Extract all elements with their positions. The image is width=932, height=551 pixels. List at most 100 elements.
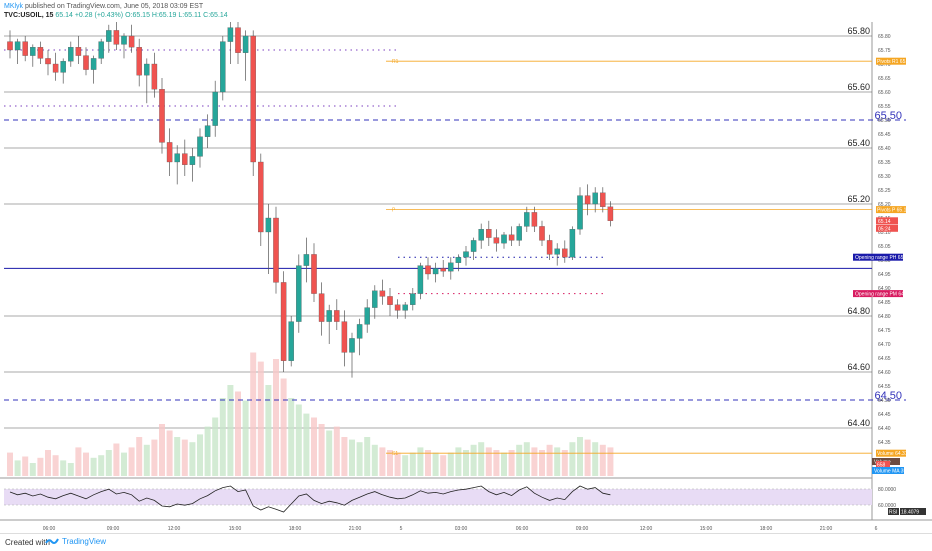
volume-ma-tag [872,467,904,474]
candle-body [600,192,606,207]
candle-body [98,41,104,59]
volume-bar [288,398,295,476]
publisher-name[interactable]: MKlyk [4,3,24,10]
time-tick-label: 12:00 [168,526,181,532]
candle-body [144,63,150,76]
axis-tick-label: 64.65 [878,356,891,362]
candle-body [75,47,82,56]
candle-body [242,35,249,53]
volume-value-text: 658 [877,463,886,469]
bar-time-text: 05:24 [878,226,891,232]
volume-bar [227,385,234,476]
candle-body [569,229,576,258]
volume-bar [394,452,401,476]
publish-info: MKlyk published on TradingView.com, June… [4,3,203,10]
tradingview-logo-icon [45,538,59,544]
axis-tags: Pivots R1 65.71 Pivots P 65.18 Volume 64.3… [853,57,926,516]
volume-bar [516,444,523,476]
volume-bar [409,452,416,476]
candle-body [372,290,378,308]
pivot-tag-text: Pivots P 65.18 [877,208,909,214]
candle-body [7,41,13,51]
candle-body [379,290,386,297]
axis-tick-label: 65.20 [878,202,891,208]
axis-tick-label: 64.85 [878,300,891,306]
candle-body [68,47,74,62]
price-label: 64.80 [847,306,870,316]
volume-bar [539,450,545,476]
candle-body [250,35,256,163]
candle-body [524,212,530,227]
volume-bar [341,437,348,476]
volume-bar [128,447,135,476]
ohlc-header: O:65.15 H:65.19 L:65.11 C:65.14 [125,12,228,19]
time-tick-label: 15:00 [229,526,242,532]
change-header: +0.28 (+0.43%) [74,12,124,19]
candle-body [326,310,332,322]
volume-bar [493,450,500,476]
candle-body [60,61,66,73]
candle-body [440,268,446,272]
volume-bar [463,450,469,476]
axis-tick-label: 64.75 [878,328,891,334]
axis-tick-label: 65.05 [878,244,891,250]
time-tick-label: 12:00 [640,526,653,532]
volume-value-tag [876,461,890,468]
volume-bar [584,439,591,476]
time-tick-label: 09:00 [107,526,120,532]
candle-body [364,307,370,325]
candle-body [22,41,28,56]
candle-body [341,321,348,353]
axis-tick-label: 65.35 [878,160,891,166]
time-axis[interactable]: 06:00 09:00 12:00 15:00 18:00 21:00 5 03:00 06:0… [43,526,878,532]
volume-bar [242,400,249,476]
candle-body [425,265,431,275]
volume-bar [440,455,447,476]
candle-body [52,63,59,73]
candle-body [189,156,196,165]
candle-body [151,63,158,90]
axis-tick-label: 65.45 [878,132,891,138]
time-tick-label: 6 [875,526,878,532]
candle-body [220,41,226,93]
created-with-text: Created with [5,538,50,547]
time-tick-label: 03:00 [455,526,468,532]
rsi-value-tag [900,508,926,515]
candle-body [592,192,598,205]
volume-bar [379,447,386,476]
candle-body [204,125,211,137]
price-label: 65.80 [847,26,870,36]
symbol-label[interactable]: TVC:USOIL, 15 [4,12,54,19]
candle-body [113,30,120,45]
volume-bar [273,359,279,476]
rsi-tag-text: RSI [889,510,897,516]
candle-body [478,229,484,241]
rsi-tag [888,508,899,515]
candle-body [121,35,127,45]
candle-body [470,240,477,252]
axis-tick-label: 65.70 [878,62,891,68]
volume-bar [7,452,13,476]
price-grid [0,22,932,521]
volume-bar [356,442,363,476]
axis-tick-label: 65.50 [878,118,891,124]
candle-body [554,248,560,255]
candle-body [455,257,462,263]
published-text: published on TradingView.com, June 05, 2… [25,3,204,10]
volume-bar [561,450,568,476]
axis-tick-label: 65.75 [878,48,891,54]
candle-body [486,229,492,238]
volume-bar [113,443,120,476]
volume-bar [75,447,82,476]
axis-tick-label: 64.55 [878,384,891,390]
volume-bar [478,442,485,476]
axis-tick-label: 64.40 [878,426,891,432]
volume-bar [189,442,196,476]
volume-bar [387,450,393,476]
tradingview-brand[interactable]: TradingView [62,537,107,546]
volume-bar [98,455,105,476]
axis-tick-label: 65.65 [878,76,891,82]
volume-bar [67,463,74,476]
chart-canvas[interactable]: 65.50 64.50 R1 P S1 80.0000 60.0000 65.80 65.6… [0,0,932,534]
opening-range-tag-text: Opening range PH 65.01 [855,255,911,261]
